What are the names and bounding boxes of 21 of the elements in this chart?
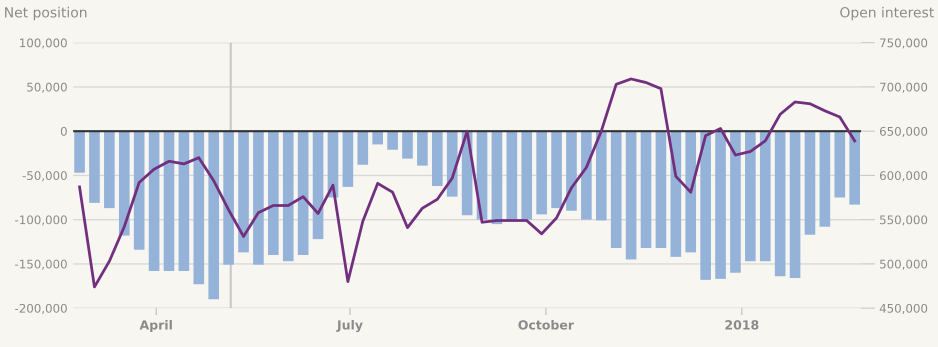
y-tick-label: -150,000: [15, 260, 67, 270]
y-tick-label: 0: [60, 126, 67, 136]
y-axis-title: Net position: [5, 6, 86, 20]
y2-tick-label: 550,000: [880, 215, 928, 226]
line-series: [78, 78, 856, 288]
y-tick-label: -50,000: [22, 171, 67, 182]
x-tick-label: April: [140, 320, 172, 332]
x-tick-label: October: [518, 320, 574, 330]
y-tick-label: -200,000: [15, 304, 67, 314]
y2-tick-label: 600,000: [880, 171, 928, 182]
y2-tick-label: 450,000: [880, 304, 928, 314]
y-tick-label: 100,000: [20, 38, 67, 49]
y2-tick-label: 750,000: [880, 38, 928, 49]
x-tick-label: 2018: [725, 320, 758, 330]
y2-tick-label: 650,000: [880, 126, 928, 138]
x-tick-label: July: [336, 320, 363, 332]
y-tick-label: -100,000: [15, 215, 67, 226]
y2-tick-label: 700,000: [880, 82, 928, 93]
y2-tick-label: 500,000: [880, 260, 928, 270]
y2-axis-title: Open interest: [840, 6, 934, 20]
y-tick-label: 50,000: [27, 82, 67, 93]
